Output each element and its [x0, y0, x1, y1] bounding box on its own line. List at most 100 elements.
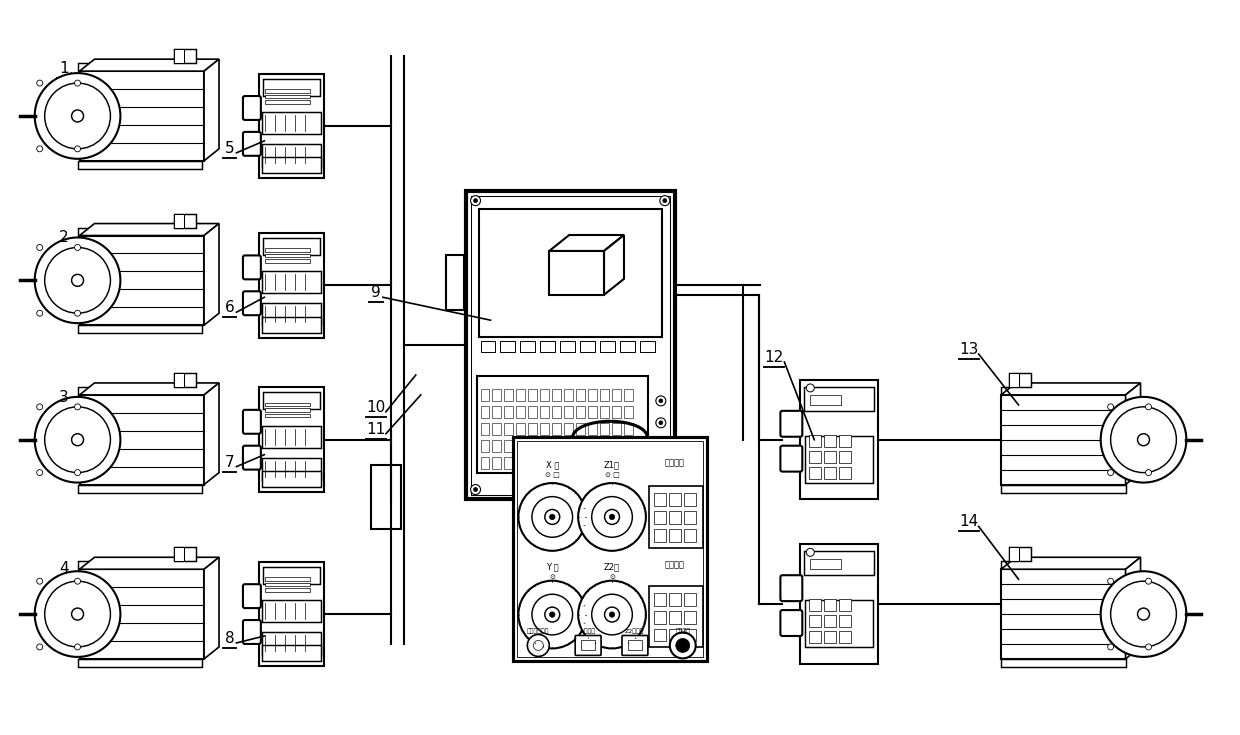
Polygon shape: [79, 60, 219, 71]
FancyBboxPatch shape: [552, 389, 562, 401]
FancyBboxPatch shape: [800, 545, 878, 664]
FancyBboxPatch shape: [78, 228, 202, 235]
FancyBboxPatch shape: [174, 548, 185, 562]
FancyBboxPatch shape: [683, 511, 696, 524]
FancyBboxPatch shape: [262, 112, 321, 134]
Circle shape: [806, 548, 815, 556]
FancyBboxPatch shape: [825, 434, 836, 447]
Text: 2: 2: [60, 231, 69, 245]
FancyBboxPatch shape: [649, 586, 703, 648]
FancyBboxPatch shape: [564, 440, 573, 452]
Polygon shape: [205, 557, 219, 659]
FancyBboxPatch shape: [174, 373, 196, 387]
Text: 10: 10: [366, 400, 386, 415]
Text: ⊙: ⊙: [549, 574, 556, 580]
Text: ⊙ □: ⊙ □: [544, 472, 559, 478]
FancyBboxPatch shape: [600, 341, 615, 352]
FancyBboxPatch shape: [810, 631, 821, 643]
FancyBboxPatch shape: [265, 248, 310, 252]
Circle shape: [474, 198, 477, 203]
FancyBboxPatch shape: [465, 190, 675, 500]
FancyBboxPatch shape: [78, 161, 202, 169]
FancyBboxPatch shape: [505, 423, 513, 434]
FancyBboxPatch shape: [78, 659, 202, 667]
FancyBboxPatch shape: [564, 456, 573, 469]
FancyBboxPatch shape: [825, 451, 836, 462]
FancyBboxPatch shape: [552, 406, 562, 417]
Circle shape: [658, 442, 663, 447]
Circle shape: [35, 397, 120, 483]
FancyBboxPatch shape: [839, 467, 851, 478]
FancyBboxPatch shape: [600, 406, 609, 417]
Circle shape: [663, 198, 667, 203]
FancyBboxPatch shape: [653, 493, 666, 506]
FancyBboxPatch shape: [580, 341, 595, 352]
FancyBboxPatch shape: [174, 49, 196, 63]
FancyBboxPatch shape: [1001, 484, 1126, 492]
FancyBboxPatch shape: [683, 628, 696, 642]
FancyBboxPatch shape: [528, 440, 537, 452]
FancyBboxPatch shape: [445, 256, 464, 310]
FancyBboxPatch shape: [262, 157, 321, 173]
Text: 车削主轴: 车削主轴: [665, 459, 684, 467]
FancyBboxPatch shape: [560, 341, 575, 352]
FancyBboxPatch shape: [624, 406, 632, 417]
Circle shape: [37, 644, 42, 650]
FancyBboxPatch shape: [668, 493, 681, 506]
FancyBboxPatch shape: [265, 577, 310, 581]
FancyBboxPatch shape: [513, 437, 707, 662]
FancyBboxPatch shape: [263, 392, 320, 409]
FancyBboxPatch shape: [668, 611, 681, 623]
FancyBboxPatch shape: [174, 214, 185, 228]
Circle shape: [1107, 578, 1114, 584]
FancyBboxPatch shape: [263, 79, 320, 96]
Polygon shape: [549, 251, 604, 295]
Circle shape: [658, 399, 663, 403]
Circle shape: [74, 644, 81, 650]
FancyBboxPatch shape: [505, 389, 513, 401]
Circle shape: [74, 245, 81, 251]
Polygon shape: [1001, 383, 1141, 395]
FancyBboxPatch shape: [265, 409, 310, 412]
Circle shape: [518, 483, 587, 551]
Circle shape: [670, 633, 696, 659]
FancyBboxPatch shape: [683, 493, 696, 506]
FancyBboxPatch shape: [839, 631, 851, 643]
Circle shape: [470, 196, 481, 206]
FancyBboxPatch shape: [263, 567, 320, 584]
FancyBboxPatch shape: [243, 584, 260, 608]
FancyBboxPatch shape: [839, 599, 851, 611]
Text: 13: 13: [959, 342, 978, 357]
FancyBboxPatch shape: [805, 551, 874, 576]
FancyBboxPatch shape: [492, 406, 501, 417]
Circle shape: [37, 404, 42, 410]
Circle shape: [605, 607, 620, 622]
Circle shape: [1107, 404, 1114, 410]
FancyBboxPatch shape: [262, 304, 321, 325]
FancyBboxPatch shape: [825, 631, 836, 643]
Circle shape: [37, 146, 42, 152]
Circle shape: [37, 578, 42, 584]
FancyBboxPatch shape: [528, 423, 537, 434]
FancyBboxPatch shape: [259, 387, 324, 492]
Text: 12: 12: [765, 350, 784, 365]
Circle shape: [37, 310, 42, 316]
Circle shape: [1101, 397, 1187, 483]
FancyBboxPatch shape: [564, 389, 573, 401]
Circle shape: [591, 497, 632, 537]
Circle shape: [74, 310, 81, 316]
Polygon shape: [79, 223, 219, 235]
FancyBboxPatch shape: [78, 562, 202, 569]
Circle shape: [74, 470, 81, 476]
Circle shape: [656, 396, 666, 406]
FancyBboxPatch shape: [265, 403, 310, 406]
FancyBboxPatch shape: [577, 456, 585, 469]
FancyBboxPatch shape: [564, 423, 573, 434]
FancyBboxPatch shape: [259, 233, 324, 337]
FancyBboxPatch shape: [516, 456, 526, 469]
FancyBboxPatch shape: [516, 440, 526, 452]
Circle shape: [578, 581, 646, 648]
FancyBboxPatch shape: [780, 411, 802, 437]
Text: 3: 3: [60, 390, 69, 405]
FancyBboxPatch shape: [810, 467, 821, 478]
